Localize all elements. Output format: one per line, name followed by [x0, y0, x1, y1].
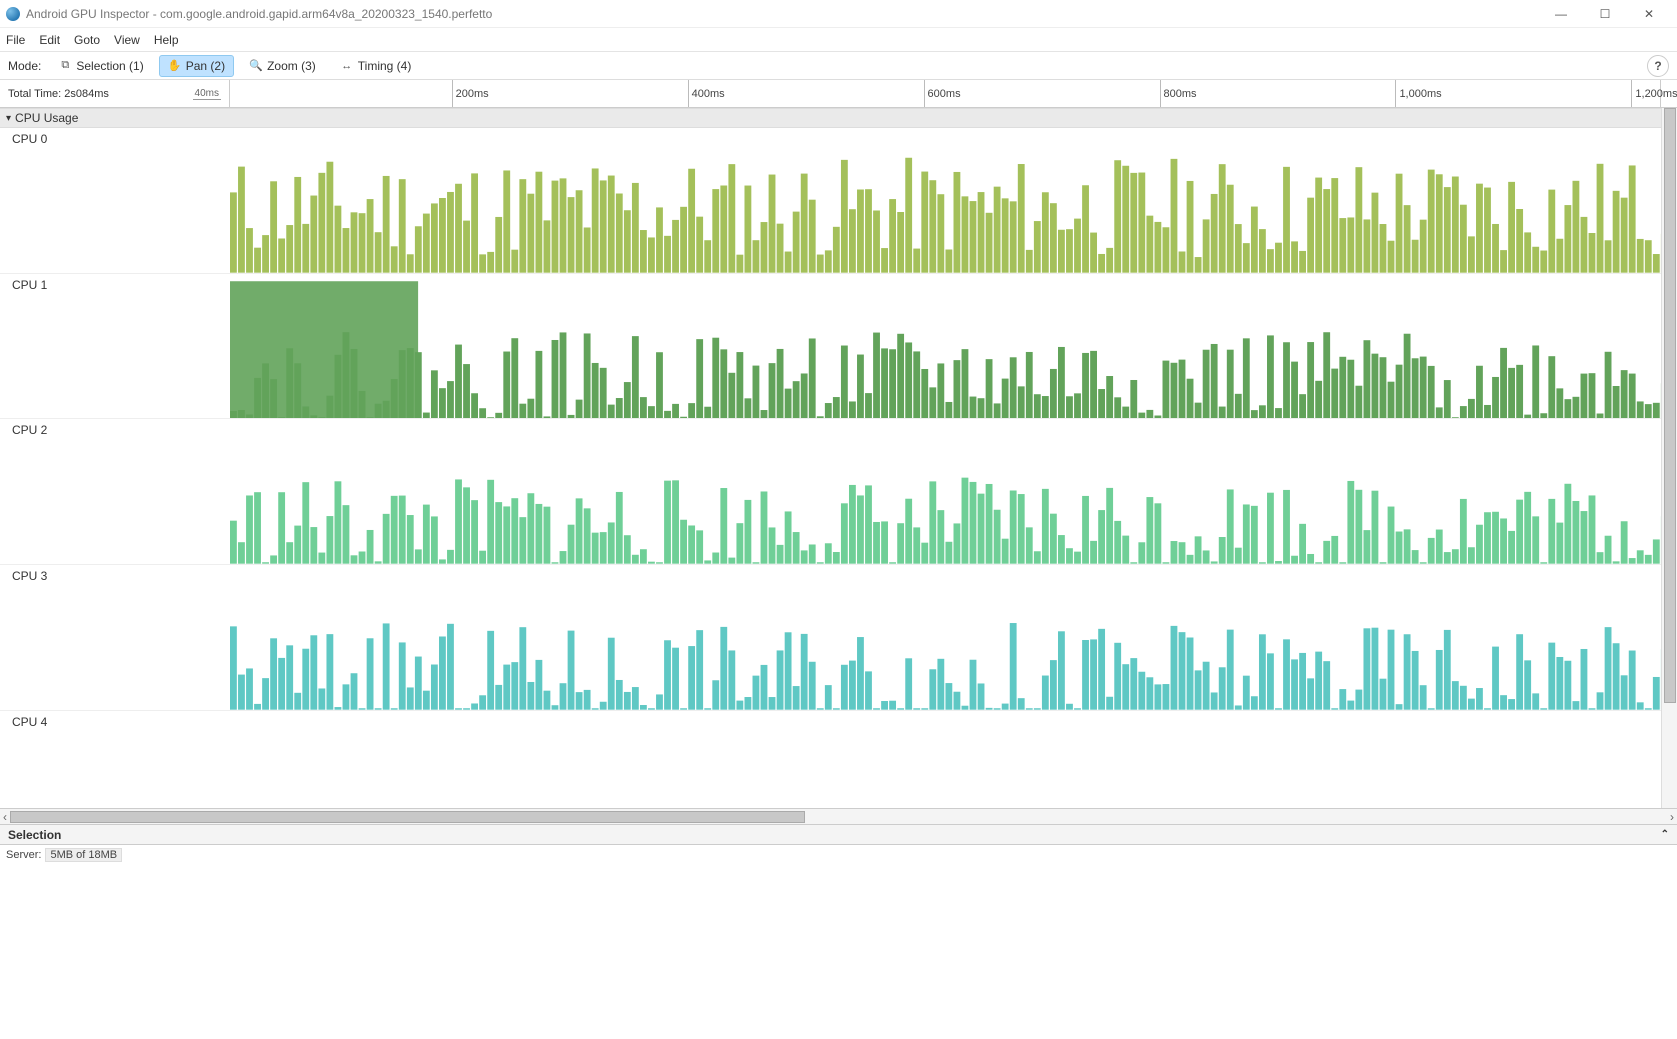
window-title: Android GPU Inspector - com.google.andro…	[26, 7, 492, 21]
tracks-area[interactable]: ▾ CPU Usage CPU 0 CPU 1 CPU 2 CPU 3 CPU …	[0, 108, 1677, 808]
hscroll-thumb[interactable]	[10, 811, 805, 823]
collapse-icon: ▾	[6, 113, 11, 124]
pan-icon: ✋	[168, 59, 182, 73]
help-button[interactable]: ?	[1647, 55, 1669, 77]
close-button[interactable]: ✕	[1627, 0, 1671, 28]
zoom-icon: 🔍	[249, 59, 263, 73]
track-cpu0[interactable]: CPU 0	[0, 128, 1677, 274]
group-cpu-usage[interactable]: ▾ CPU Usage	[0, 108, 1677, 128]
mode-zoom[interactable]: 🔍 Zoom (3)	[240, 55, 325, 77]
horizontal-scrollbar[interactable]: ‹ ›	[0, 808, 1677, 824]
expand-icon[interactable]: ⌃	[1661, 829, 1669, 840]
menu-file[interactable]: File	[6, 33, 25, 47]
mode-selection[interactable]: ⧉ Selection (1)	[49, 55, 152, 77]
mode-label: Mode:	[8, 59, 41, 73]
mode-toolbar: Mode: ⧉ Selection (1) ✋ Pan (2) 🔍 Zoom (…	[0, 52, 1677, 80]
track-cpu1[interactable]: CPU 1	[0, 274, 1677, 420]
selection-panel[interactable]: Selection ⌃	[0, 824, 1677, 844]
ruler-ticks[interactable]: 200ms400ms600ms800ms1,000ms1,200ms	[230, 80, 1661, 107]
timing-icon: ↔	[340, 59, 354, 73]
track-cpu2[interactable]: CPU 2	[0, 419, 1677, 565]
menu-goto[interactable]: Goto	[74, 33, 100, 47]
selection-icon: ⧉	[58, 59, 72, 73]
minimize-button[interactable]: ―	[1539, 0, 1583, 28]
maximize-button[interactable]: ☐	[1583, 0, 1627, 28]
app-icon	[6, 7, 20, 21]
vertical-scrollbar[interactable]	[1661, 108, 1677, 808]
status-server-mem: 5MB of 18MB	[45, 848, 122, 862]
menu-view[interactable]: View	[114, 33, 140, 47]
ruler-left-marker: 40ms	[193, 88, 221, 100]
menu-help[interactable]: Help	[154, 33, 179, 47]
statusbar: Server: 5MB of 18MB	[0, 844, 1677, 864]
vscroll-thumb[interactable]	[1664, 108, 1676, 703]
mode-pan[interactable]: ✋ Pan (2)	[159, 55, 234, 77]
mode-timing[interactable]: ↔ Timing (4)	[331, 55, 421, 77]
titlebar: Android GPU Inspector - com.google.andro…	[0, 0, 1677, 28]
track-cpu4[interactable]: CPU 4	[0, 711, 1677, 808]
total-time: Total Time: 2s084ms	[8, 88, 109, 100]
menubar: File Edit Goto View Help	[0, 28, 1677, 52]
menu-edit[interactable]: Edit	[39, 33, 60, 47]
track-cpu3[interactable]: CPU 3	[0, 565, 1677, 711]
time-ruler[interactable]: Total Time: 2s084ms 40ms 200ms400ms600ms…	[0, 80, 1677, 108]
